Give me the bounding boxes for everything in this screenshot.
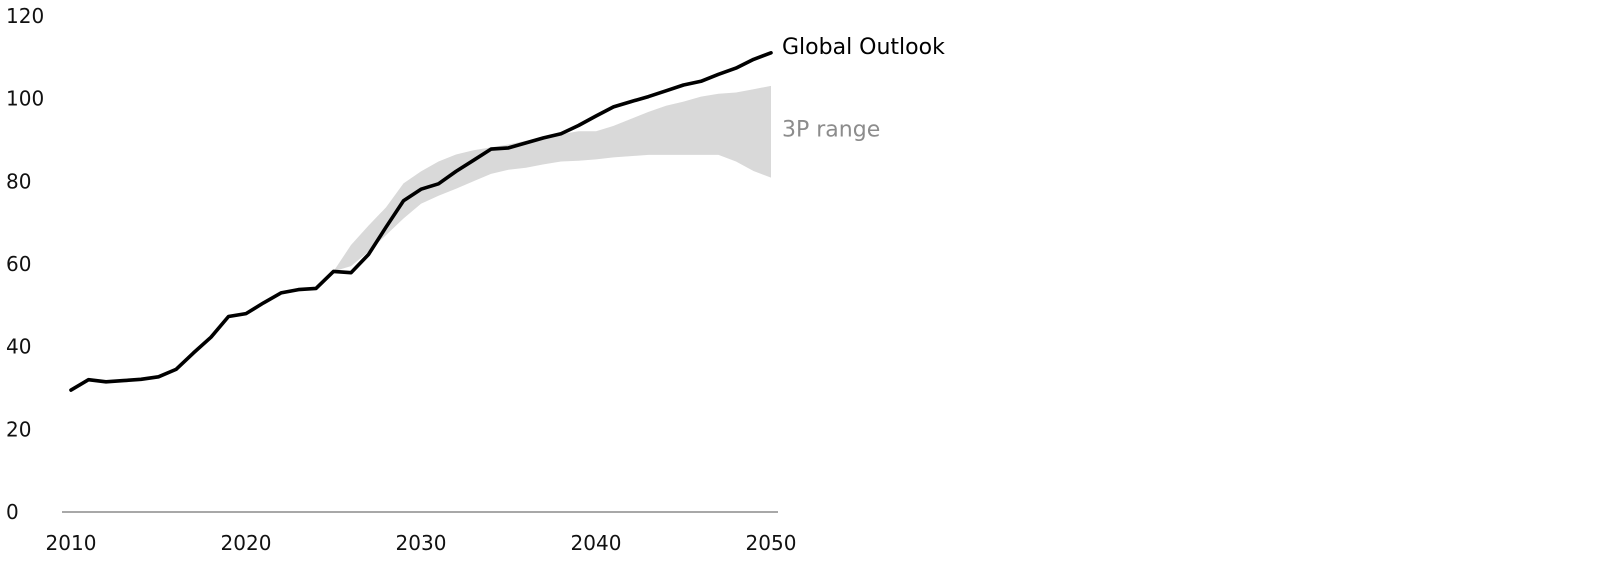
range-band-0 <box>333 85 771 272</box>
band-label: 3P range <box>782 118 880 143</box>
label-layer: Global Outlook 3P range <box>782 35 945 143</box>
x-tick-label: 2010 <box>46 531 97 555</box>
x-tick-label: 2050 <box>746 531 797 555</box>
x-tick-label: 2020 <box>221 531 272 555</box>
series-label: Global Outlook <box>782 35 945 60</box>
series-line-0 <box>69 50 773 392</box>
y-tick-layer: 0 20 40 60 80 100 120 <box>6 4 44 524</box>
y-tick-label: 60 <box>6 252 31 276</box>
band-layer <box>333 85 771 272</box>
x-tick-label: 2040 <box>571 531 622 555</box>
y-tick-label: 20 <box>6 417 31 441</box>
x-tick-label: 2030 <box>396 531 447 555</box>
y-tick-label: 80 <box>6 169 31 193</box>
y-tick-label: 0 <box>6 500 19 524</box>
x-tick-layer: 2010 2020 2030 2040 2050 <box>46 531 797 555</box>
line-layer <box>69 50 773 392</box>
y-tick-label: 40 <box>6 335 31 359</box>
y-tick-label: 100 <box>6 87 44 111</box>
y-tick-label: 120 <box>6 4 44 28</box>
